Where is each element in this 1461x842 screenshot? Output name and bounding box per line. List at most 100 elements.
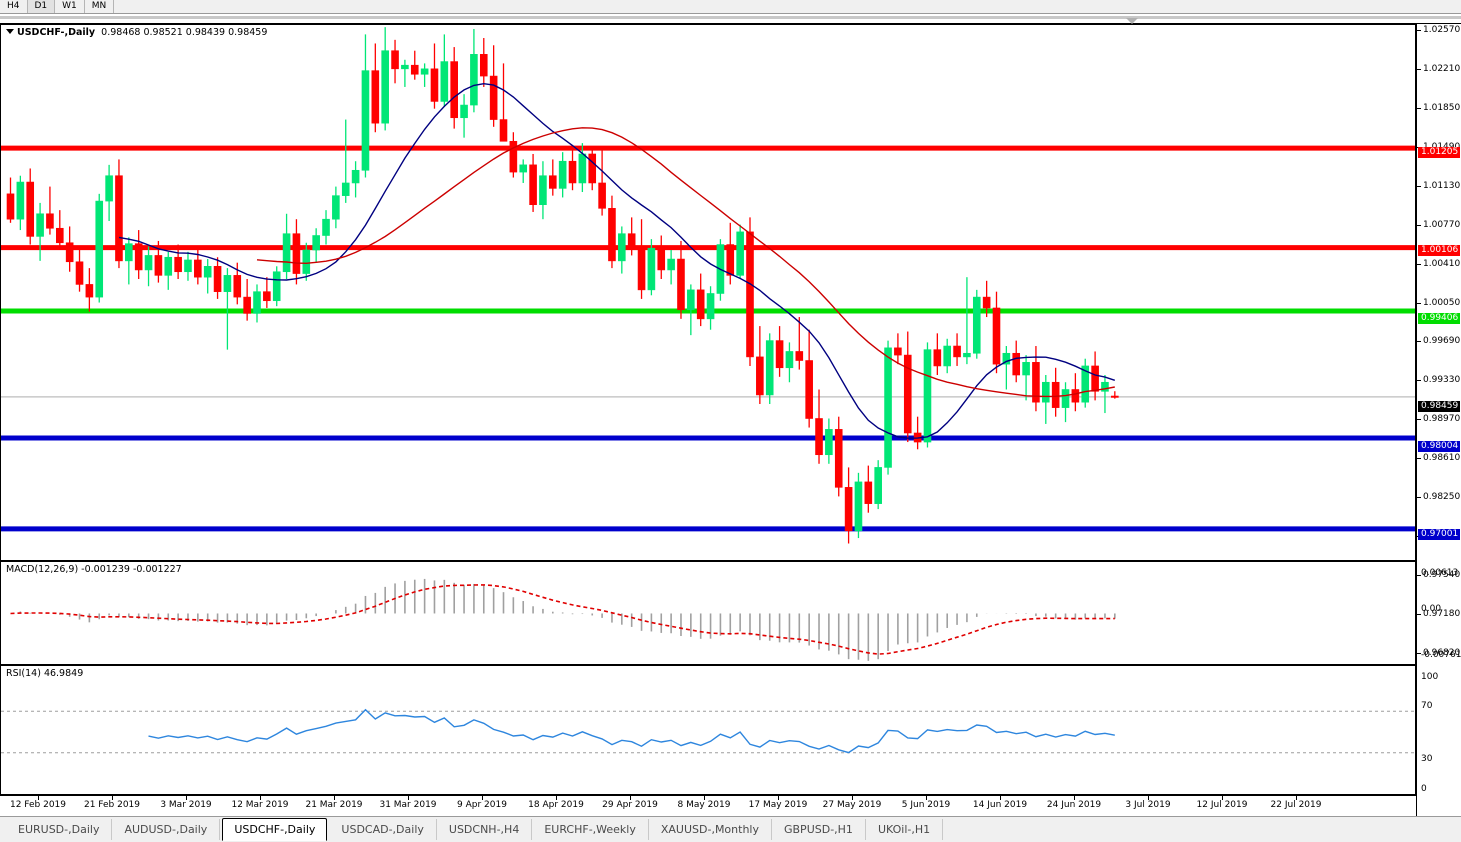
chart-tab-eurusd-daily[interactable]: EURUSD-,Daily [6, 819, 113, 840]
candle [1091, 351, 1099, 401]
price-axis[interactable]: 1.025701.022101.018501.014901.011301.007… [1416, 24, 1461, 816]
candle [243, 278, 251, 321]
candle [391, 39, 399, 84]
chart-tab-xauusd-monthly[interactable]: XAUUSD-,Monthly [649, 819, 772, 840]
indicator-axis-label: 70 [1421, 701, 1433, 711]
candle-body [982, 296, 991, 309]
candle [1002, 346, 1011, 390]
candle-body [302, 249, 311, 274]
chart-tab-eurchf-weekly[interactable]: EURCHF-,Weekly [532, 819, 649, 840]
price-axis-tick [1417, 264, 1421, 265]
candle-body [361, 70, 370, 171]
moving-average-fast-line [118, 82, 1116, 439]
candle [125, 237, 133, 285]
price-level-badge[interactable]: 0.99406 [1418, 313, 1461, 324]
candle [410, 50, 419, 80]
price-axis-label: 0.99690 [1423, 336, 1461, 346]
candle [184, 251, 192, 281]
rsi-pane[interactable]: RSI(14) 46.9849 [0, 665, 1416, 795]
candle-body [401, 64, 409, 70]
scrollbar-track[interactable] [0, 16, 1461, 19]
date-tick [1148, 796, 1149, 800]
candle-body [36, 213, 44, 237]
macd-title: MACD(12,26,9) -0.001239 -0.001227 [6, 564, 182, 575]
chevron-down-icon[interactable] [1126, 18, 1138, 24]
candle-body [194, 259, 202, 278]
candle [381, 27, 389, 131]
price-axis-label: 1.00410 [1423, 259, 1461, 269]
price-axis-tick [1417, 303, 1421, 304]
candle-body [667, 258, 675, 271]
date-tick [926, 796, 927, 800]
candle-body [312, 235, 320, 251]
candle-body [223, 275, 232, 292]
price-axis-tick [1417, 186, 1421, 187]
candle [420, 63, 429, 87]
candle [272, 266, 281, 307]
caret-down-icon[interactable] [6, 29, 14, 34]
candle-body [1081, 365, 1090, 403]
timeframe-d1[interactable]: D1 [27, 0, 56, 13]
date-tick [1000, 796, 1001, 800]
date-tick [556, 796, 557, 800]
date-label: 12 Jul 2019 [1196, 800, 1248, 810]
candle-body [933, 349, 942, 367]
candle-body [805, 360, 813, 419]
candle-body [26, 181, 35, 237]
timeframe-mn[interactable]: MN [84, 0, 115, 13]
chart-tab-ukoil-h1[interactable]: UKOil-,H1 [866, 819, 944, 840]
price-level-badge[interactable]: 1.00106 [1418, 245, 1461, 256]
candle [253, 284, 261, 323]
candle [519, 159, 528, 183]
candle [55, 210, 64, 250]
candle [134, 230, 143, 279]
candle [785, 342, 794, 383]
indicator-axis-label: 0.00 [1421, 604, 1442, 614]
chart-scrollbar[interactable] [0, 14, 1461, 24]
date-label: 3 Jul 2019 [1125, 800, 1171, 810]
chart-tab-usdcad-daily[interactable]: USDCAD-,Daily [329, 819, 437, 840]
date-tick [630, 796, 631, 800]
price-level-badge[interactable]: 0.98459 [1418, 401, 1461, 412]
timeframe-h4[interactable]: H4 [0, 0, 28, 13]
candle-body [1042, 381, 1050, 403]
price-level-badge[interactable]: 1.01205 [1418, 147, 1461, 158]
chart-tab-gbpusd-h1[interactable]: GBPUSD-,H1 [772, 819, 866, 840]
rsi-line [148, 708, 1115, 754]
price-pane[interactable]: USDCHF-,Daily 0.98468 0.98521 0.98439 0.… [0, 24, 1416, 561]
chart-tab-audusd-daily[interactable]: AUDUSD-,Daily [112, 819, 221, 840]
candle-body [568, 160, 577, 184]
price-axis-tick [1417, 575, 1421, 576]
candle [1111, 391, 1119, 399]
macd-plot [10, 578, 1116, 661]
candle [667, 250, 675, 285]
date-tick [1074, 796, 1075, 800]
macd-pane[interactable]: MACD(12,26,9) -0.001239 -0.001227 [0, 561, 1416, 665]
candle [548, 159, 557, 196]
chart-tab-usdcnh-h4[interactable]: USDCNH-,H4 [437, 819, 533, 840]
price-level-badge[interactable]: 0.97001 [1418, 529, 1461, 540]
candle-body [420, 68, 429, 75]
candle-body [85, 284, 94, 298]
candle-body [539, 175, 547, 206]
price-axis-label: 0.97540 [1423, 570, 1461, 580]
candle [1051, 367, 1060, 417]
date-label: 12 Feb 2019 [9, 800, 67, 810]
ohlc-values: 0.98468 0.98521 0.98439 0.98459 [101, 27, 268, 38]
candle-body [785, 351, 794, 369]
price-level-badge[interactable]: 0.98004 [1418, 441, 1461, 452]
candle [568, 144, 577, 191]
candle [203, 259, 212, 294]
candle-body [460, 104, 468, 119]
toolbar-empty-space [114, 0, 1461, 13]
candle-body [134, 243, 143, 271]
timeframe-w1[interactable]: W1 [55, 0, 85, 13]
price-axis-tick [1417, 225, 1421, 226]
rsi-title: RSI(14) 46.9849 [6, 668, 84, 679]
candle-body [322, 218, 330, 236]
candle-body [874, 467, 882, 504]
price-axis-tick [1417, 108, 1421, 109]
chart-tab-usdchf-daily[interactable]: USDCHF-,Daily [222, 818, 328, 841]
price-axis-label: 1.02210 [1423, 64, 1461, 74]
candle [825, 418, 833, 464]
